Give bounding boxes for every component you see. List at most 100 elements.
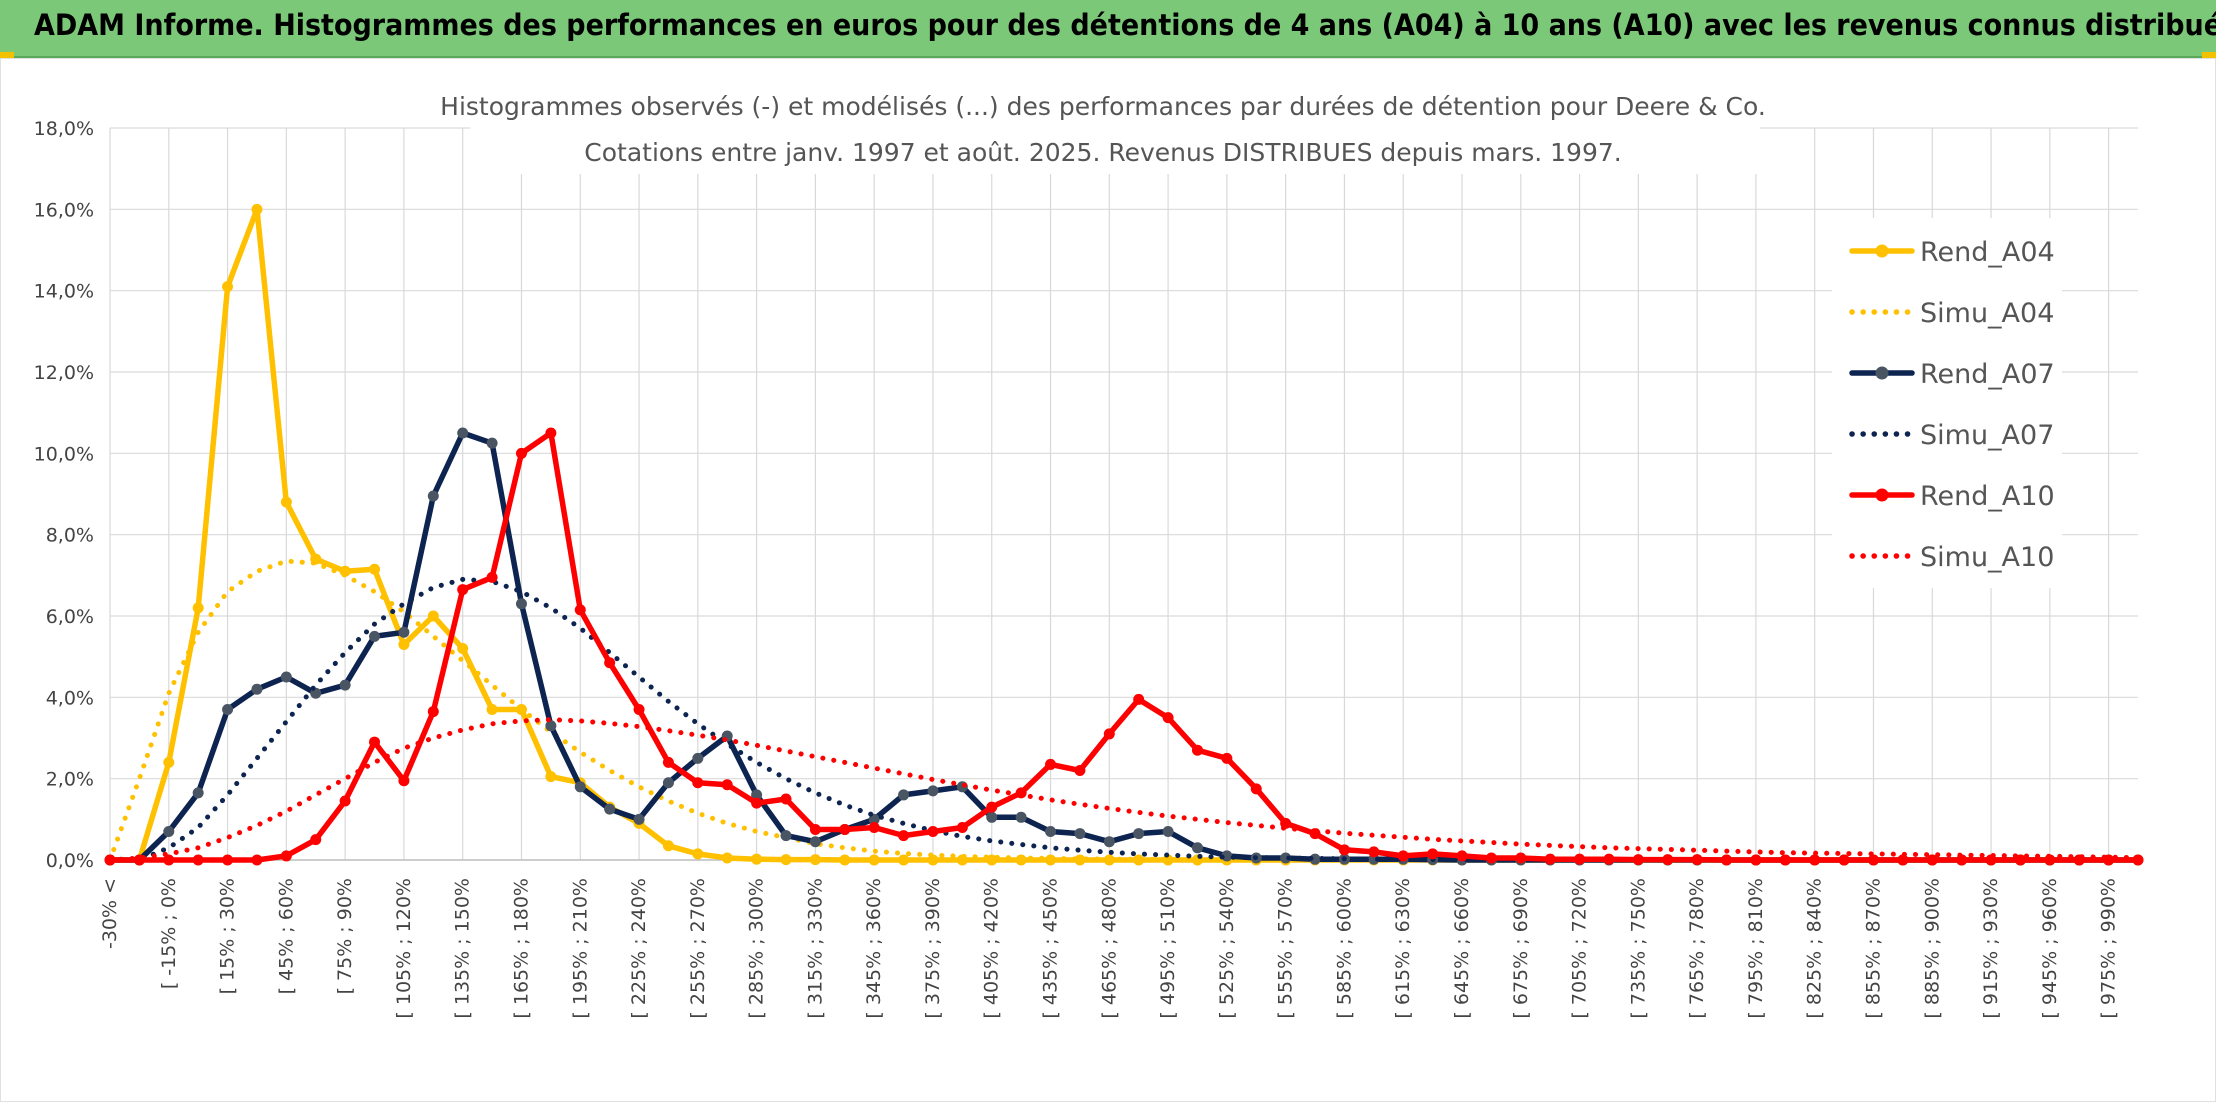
x-tick-label: [ 555% ; 570% xyxy=(1275,878,1297,1019)
legend-label: Rend_A10 xyxy=(1920,481,2055,512)
data-point-Rend_A07 xyxy=(1191,842,1203,854)
data-point-Rend_A10 xyxy=(1867,854,1879,866)
data-point-Rend_A10 xyxy=(633,704,645,716)
x-tick-label: [ 105% ; 120% xyxy=(393,878,415,1019)
data-point-Rend_A10 xyxy=(956,821,968,833)
x-tick-label: [ 405% ; 420% xyxy=(981,878,1003,1019)
x-tick-label: [ 795% ; 810% xyxy=(1745,878,1767,1019)
data-point-Rend_A04 xyxy=(163,756,175,768)
data-point-Rend_A10 xyxy=(1779,854,1791,866)
y-tick-label: 0,0% xyxy=(46,850,94,872)
x-tick-label: [ 615% ; 630% xyxy=(1392,878,1414,1019)
data-point-Rend_A10 xyxy=(398,775,410,787)
data-point-Rend_A10 xyxy=(662,756,674,768)
data-point-Rend_A10 xyxy=(1544,853,1556,865)
series-Simu_A04 xyxy=(107,558,2141,863)
data-point-Rend_A07 xyxy=(369,630,381,642)
data-point-Rend_A10 xyxy=(1191,744,1203,756)
data-point-Rend_A07 xyxy=(1280,852,1292,864)
legend: Rend_A04 Simu_A04 Rend_A07 Simu_A07 Rend_A10… xyxy=(1832,218,2062,588)
x-tick-label: [ 825% ; 840% xyxy=(1804,878,1826,1019)
y-tick-label: 12,0% xyxy=(34,362,94,384)
data-point-Rend_A10 xyxy=(427,706,439,718)
data-point-Rend_A04 xyxy=(251,203,263,215)
data-point-Rend_A10 xyxy=(1485,852,1497,864)
data-point-Rend_A07 xyxy=(545,720,557,732)
data-point-Rend_A10 xyxy=(1221,752,1233,764)
x-tick-label: [ 765% ; 780% xyxy=(1686,878,1708,1019)
data-point-Rend_A10 xyxy=(515,447,527,459)
data-point-Rend_A10 xyxy=(1162,712,1174,724)
legend-item-Simu_A10: Simu_A10 xyxy=(1849,542,2054,573)
data-point-Rend_A07 xyxy=(574,781,586,793)
data-point-Rend_A07 xyxy=(1015,811,1027,823)
data-point-Rend_A04 xyxy=(427,610,439,622)
data-point-Rend_A07 xyxy=(1162,826,1174,838)
data-point-Rend_A10 xyxy=(2014,854,2026,866)
data-point-Rend_A07 xyxy=(780,830,792,842)
data-point-Rend_A07 xyxy=(633,813,645,825)
data-point-Rend_A10 xyxy=(1926,854,1938,866)
data-point-Rend_A07 xyxy=(280,671,292,683)
data-point-Rend_A04 xyxy=(222,281,234,293)
data-point-Rend_A10 xyxy=(1838,854,1850,866)
data-point-Rend_A07 xyxy=(163,826,175,838)
data-point-Rend_A10 xyxy=(1250,783,1262,795)
data-point-Rend_A07 xyxy=(398,626,410,638)
legend-marker xyxy=(1875,244,1889,258)
data-point-Rend_A04 xyxy=(839,854,851,866)
x-tick-label: [ 75% ; 90% xyxy=(334,878,356,994)
x-tick-label: [ 135% ; 150% xyxy=(452,878,474,1019)
data-point-Rend_A04 xyxy=(692,848,704,860)
data-point-Rend_A04 xyxy=(486,704,498,716)
y-tick-label: 2,0% xyxy=(46,769,94,791)
data-point-Rend_A10 xyxy=(751,797,763,809)
x-tick-label: [ 735% ; 750% xyxy=(1627,878,1649,1019)
data-point-Rend_A10 xyxy=(457,584,469,596)
data-point-Rend_A10 xyxy=(604,657,616,669)
data-point-Rend_A10 xyxy=(163,854,175,866)
x-tick-label: [ -15% ; 0% xyxy=(158,878,180,989)
banner-title: ADAM Informe. Histogrammes des performan… xyxy=(34,8,2216,42)
data-point-Rend_A04 xyxy=(986,854,998,866)
data-point-Rend_A10 xyxy=(927,826,939,838)
data-point-Rend_A04 xyxy=(457,643,469,655)
x-tick-label: [ 285% ; 300% xyxy=(746,878,768,1019)
data-point-Rend_A10 xyxy=(868,821,880,833)
x-tick-label: [ 975% ; 990% xyxy=(2098,878,2120,1019)
chart-title-background xyxy=(470,82,1760,174)
data-point-Rend_A07 xyxy=(457,427,469,439)
x-tick-label: [ 495% ; 510% xyxy=(1157,878,1179,1019)
data-point-Rend_A10 xyxy=(1809,854,1821,866)
data-point-Rend_A10 xyxy=(1662,854,1674,866)
data-point-Rend_A10 xyxy=(1691,854,1703,866)
data-point-Rend_A10 xyxy=(839,824,851,835)
data-point-Rend_A10 xyxy=(1338,844,1350,856)
y-tick-label: 10,0% xyxy=(34,443,94,465)
gridlines xyxy=(109,127,2138,861)
data-point-Rend_A10 xyxy=(280,850,292,862)
data-point-Rend_A07 xyxy=(898,789,910,801)
legend-label: Simu_A07 xyxy=(1920,420,2054,451)
data-point-Rend_A10 xyxy=(1897,854,1909,866)
x-axis-ticks: -30% < [ -15% ; 0% [ 15% ; 30% [ 45% ; 60% [… xyxy=(99,878,2120,1019)
x-tick-label: [ 885% ; 900% xyxy=(1921,878,1943,1019)
data-point-Rend_A10 xyxy=(339,795,351,807)
data-point-Rend_A10 xyxy=(692,777,704,789)
banner-corner-right xyxy=(2202,52,2216,58)
data-point-Rend_A10 xyxy=(780,793,792,805)
data-point-Rend_A10 xyxy=(222,854,234,866)
legend-label: Rend_A07 xyxy=(1920,359,2055,390)
data-point-Rend_A10 xyxy=(1133,693,1145,705)
x-tick-label: [ 915% ; 930% xyxy=(1980,878,2002,1019)
data-point-Rend_A10 xyxy=(1750,854,1762,866)
data-point-Rend_A07 xyxy=(927,785,939,797)
legend-item-Simu_A04: Simu_A04 xyxy=(1849,298,2054,329)
legend-label: Simu_A10 xyxy=(1920,542,2054,573)
x-tick-label: [ 855% ; 870% xyxy=(1862,878,1884,1019)
data-point-Rend_A07 xyxy=(1045,826,1057,838)
legend-label: Simu_A04 xyxy=(1920,298,2054,329)
y-tick-label: 16,0% xyxy=(34,199,94,221)
x-tick-label: [ 675% ; 690% xyxy=(1510,878,1532,1019)
